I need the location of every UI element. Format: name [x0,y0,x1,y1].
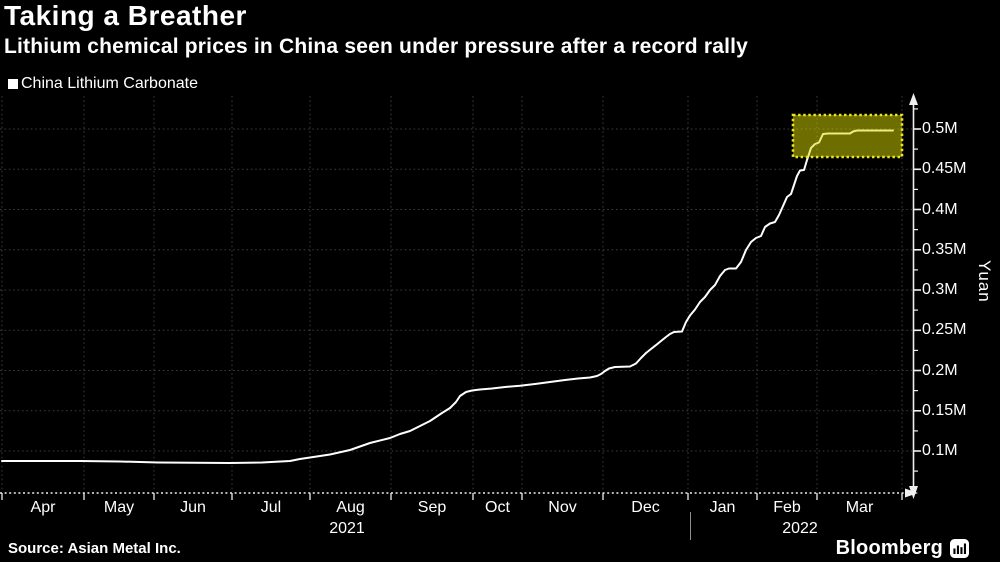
bloomberg-wordmark: Bloomberg [835,537,943,559]
y-tick-label: 0.3M [922,281,958,298]
legend-label: China Lithium Carbonate [21,75,198,92]
x-tick-label-aug: Aug [336,499,365,516]
y-axis [909,93,921,499]
y-tick-label: 0.1M [922,442,958,459]
x-tick-label-sep: Sep [417,499,447,516]
year-label-2021: 2021 [329,520,365,537]
x-axis [0,488,918,500]
x-tick-label-nov: Nov [548,499,577,516]
x-tick-label-mar: Mar [845,499,874,516]
x-tick-label-jun: Jun [180,499,206,516]
y-tick-label: 0.15M [922,401,967,419]
source-credit: Source: Asian Metal Inc. [8,540,181,557]
y-tick-label: 0.25M [922,321,967,339]
bloomberg-logo: Bloomberg [836,537,969,560]
y-tick-label: 0.45M [922,160,967,178]
chart-subtitle: Lithium chemical prices in China seen un… [4,35,749,58]
x-tick-label-dec: Dec [631,499,660,516]
y-tick-label: 0.35M [922,240,967,258]
year-label-2022: 2022 [782,520,818,537]
y-tick-label: 0.2M [922,361,958,379]
legend: China Lithium Carbonate [8,75,198,93]
legend-square-swatch [8,79,18,89]
y-tick-label: 0.5M [922,120,958,137]
gridlines [0,96,912,492]
highlight-box [791,113,904,159]
y-axis-bottom-arrow [909,486,918,499]
bar-chart-icon [950,539,969,558]
y-tick-label: 0.4M [922,200,958,218]
x-tick-label-oct: Oct [485,499,510,516]
x-tick-label-jan: Jan [709,499,736,516]
price-line-china-lithium-carbonate [1,129,894,464]
x-tick-label-apr: Apr [30,499,56,516]
x-tick-label-may: May [103,499,135,516]
x-tick-label-jul: Jul [260,499,282,516]
page-title: Taking a Breather [4,0,247,31]
x-tick-label-feb: Feb [773,499,801,516]
y-axis-title: Yuan [975,260,994,303]
year-divider-line [690,512,691,540]
y-axis-top-arrow [909,93,918,105]
